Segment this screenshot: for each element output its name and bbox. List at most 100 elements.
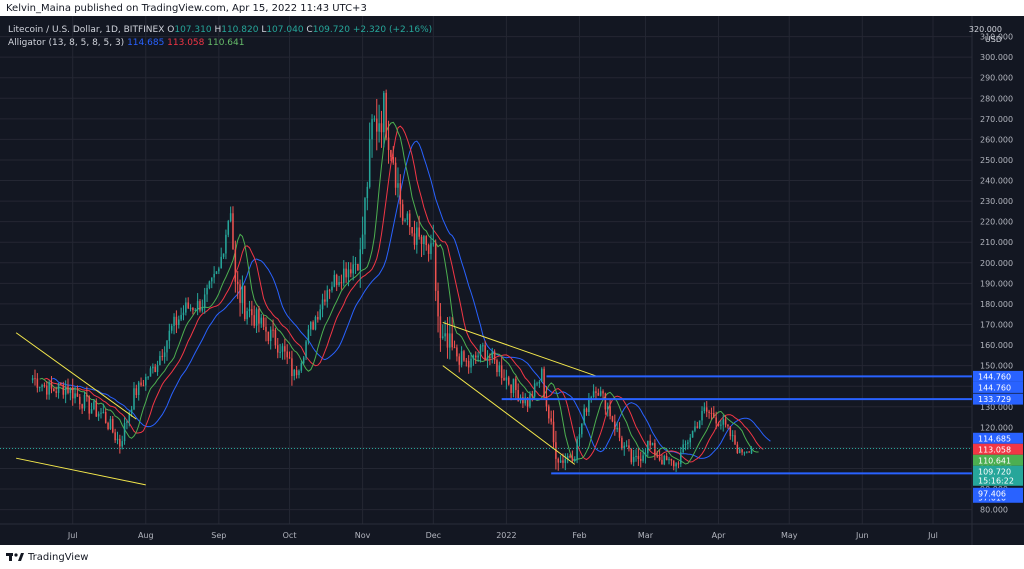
candle-body xyxy=(340,282,343,284)
candle-body xyxy=(350,269,352,274)
candle-body xyxy=(284,346,286,352)
candle-body xyxy=(472,355,475,359)
footer-brand[interactable]: TradingView xyxy=(6,549,88,565)
trendline xyxy=(15,332,137,420)
candle-body xyxy=(244,285,246,320)
trendline xyxy=(442,365,576,465)
candle-body xyxy=(434,243,437,291)
candle-body xyxy=(408,213,411,228)
indicator-name: Alligator (13, 8, 5, 8, 5, 3) xyxy=(8,38,125,48)
candle-body xyxy=(378,123,380,132)
candle-body xyxy=(265,326,267,332)
candle-body xyxy=(701,410,703,421)
price-label-tag xyxy=(973,393,1023,405)
price-chart[interactable]: 80.00090.000100.000110.000120.000130.000… xyxy=(0,16,1024,545)
candle-body xyxy=(741,449,743,453)
candle-body xyxy=(269,329,272,342)
candle-body xyxy=(286,351,288,358)
x-tick-label: Nov xyxy=(355,531,371,540)
candle-body xyxy=(93,401,95,410)
candle-body xyxy=(609,406,611,417)
candle-body xyxy=(479,345,482,356)
candle-body xyxy=(689,437,692,443)
y-tick-label: 180.000 xyxy=(980,300,1013,309)
candle-body xyxy=(503,377,505,381)
candle-body xyxy=(154,366,156,372)
price-label-text: 113.058 xyxy=(978,445,1011,454)
candle-body xyxy=(170,325,173,331)
candle-body xyxy=(364,198,366,235)
candle-body xyxy=(427,245,430,254)
candle-body xyxy=(319,309,321,320)
candle-body xyxy=(359,249,362,271)
x-tick-label: Apr xyxy=(712,531,727,540)
candle-body xyxy=(62,384,65,395)
candle-body xyxy=(46,385,48,395)
candle-body xyxy=(411,227,413,234)
candle-body xyxy=(168,330,171,341)
candle-body xyxy=(432,243,435,245)
candle-body xyxy=(135,388,138,395)
candle-body xyxy=(50,382,53,389)
candle-body xyxy=(444,333,446,337)
candle-body xyxy=(126,421,128,423)
candle-body xyxy=(178,319,180,326)
candle-body xyxy=(291,358,293,377)
candle-body xyxy=(295,369,298,376)
candle-body xyxy=(585,408,588,413)
candle-body xyxy=(722,419,724,425)
candle-body xyxy=(288,357,291,359)
candle-body xyxy=(477,355,479,358)
candle-body xyxy=(128,413,131,422)
candle-body xyxy=(67,386,69,393)
candle-body xyxy=(548,406,550,419)
candle-body xyxy=(368,139,371,187)
candle-body xyxy=(326,290,329,302)
candle-body xyxy=(375,118,378,132)
candle-body xyxy=(173,316,175,326)
candle-body xyxy=(578,434,581,439)
candle-body xyxy=(201,308,204,311)
candle-body xyxy=(423,236,425,245)
y-tick-label: 200.000 xyxy=(980,259,1013,268)
candle-body xyxy=(206,288,208,295)
high-value: 110.820 xyxy=(221,25,259,35)
candle-body xyxy=(338,282,340,285)
footer-brand-name: TradingView xyxy=(28,551,89,563)
chart-panel[interactable]: 80.00090.000100.000110.000120.000130.000… xyxy=(0,16,1024,545)
x-tick-label: May xyxy=(781,531,798,540)
candle-body xyxy=(55,391,57,393)
candle-body xyxy=(687,442,689,444)
candle-body xyxy=(199,301,201,311)
candle-body xyxy=(538,381,541,384)
candle-body xyxy=(133,388,135,410)
candle-body xyxy=(748,451,750,453)
candle-body xyxy=(510,384,512,394)
candle-body xyxy=(717,423,720,426)
candle-body xyxy=(639,458,642,461)
x-tick-label: Jul xyxy=(67,531,78,540)
candle-body xyxy=(588,397,590,413)
candle-body xyxy=(83,394,86,409)
candle-body xyxy=(53,388,55,392)
candle-body xyxy=(595,391,597,393)
candle-body xyxy=(713,412,715,418)
candle-body xyxy=(658,456,661,460)
candle-body xyxy=(387,137,390,150)
y-tick-label: 130.000 xyxy=(980,403,1013,412)
open-value: 107.310 xyxy=(174,25,212,35)
candle-body xyxy=(312,322,314,330)
candle-body xyxy=(449,333,451,348)
candle-body xyxy=(611,416,614,422)
price-label-tag xyxy=(973,465,1023,486)
candle-body xyxy=(734,435,736,445)
y-tick-label: 280.000 xyxy=(980,94,1013,103)
candle-body xyxy=(533,383,536,397)
candle-body xyxy=(371,119,373,140)
candle-body xyxy=(557,458,560,463)
y-tick-label: 120.000 xyxy=(980,423,1013,432)
candle-body xyxy=(491,351,494,358)
candle-body xyxy=(439,316,442,338)
candle-body xyxy=(512,378,515,394)
candle-body xyxy=(166,340,168,353)
